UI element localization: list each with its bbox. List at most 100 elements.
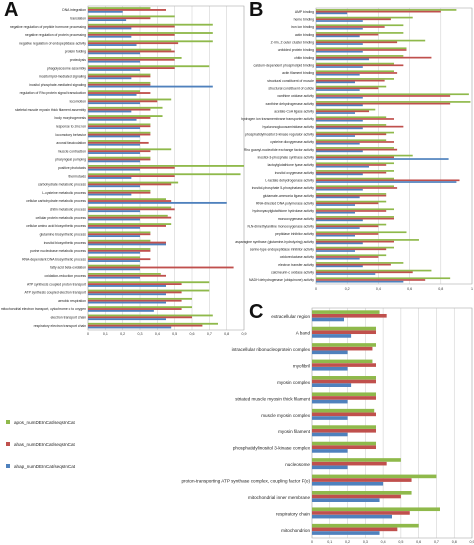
panel-a-bar-apos	[88, 65, 210, 68]
panel-b-bar-ahas	[316, 148, 398, 151]
panel-a-bar-ahas	[88, 225, 166, 227]
panel-a-bar-ahas	[88, 67, 175, 70]
panel-a-bar-apos	[88, 32, 213, 34]
panel-a-category-label: fatty acid beta-oxidation	[50, 266, 86, 270]
panel-a-category-label: negative regulation of protein processin…	[25, 33, 86, 37]
panel-a-bar-apos	[88, 148, 172, 151]
panel-a-category-label: ATP synthesis coupled proton transport	[27, 282, 86, 286]
panel-b-category-label: monooxygenase activity	[278, 217, 314, 221]
panel-b-bar-ahas	[316, 72, 398, 74]
panel-b-bar-ahas	[316, 79, 385, 82]
panel-b-category-label: oxidoreductase activity	[280, 255, 315, 259]
panel-c-category-label: A band	[296, 331, 311, 336]
panel-b-bar-ahas	[316, 202, 379, 205]
panel-b-category-label: glutamate-ammonia ligase activity	[263, 194, 314, 198]
panel-a-bar-apos	[88, 314, 213, 317]
panel-a-category-label: mitochondrial electron transport, cytoch…	[1, 307, 86, 311]
panel-b-bar-ahap	[316, 234, 355, 237]
panel-a-bar-ahas	[88, 9, 166, 11]
panel-b-bar-ahap	[316, 12, 348, 15]
panel-b-bar-ahas	[316, 41, 398, 44]
panel-a-bar-ahap	[88, 243, 166, 246]
panel-c-bar-apos	[312, 458, 401, 462]
panel-c-category-label: mitochondrial inner membrane	[248, 495, 310, 500]
panel-a-bar-apos	[88, 256, 140, 259]
panel-b-bar-apos	[316, 262, 404, 264]
panel-b-bar-ahas	[316, 56, 432, 59]
panel-a-bar-apos	[88, 115, 163, 117]
panel-c-tick-label: 0,9	[470, 540, 474, 544]
panel-a-bar-apos	[88, 223, 172, 225]
panel-a-bar-ahas	[88, 117, 151, 119]
panel-c-category-label: phosphatidylinositol 3-kinase complex	[233, 446, 311, 451]
panel-b-category-label: structural constituent of cuticle	[268, 86, 314, 90]
panel-a-bar-ahap	[88, 35, 132, 38]
panel-a-bar-apos	[88, 289, 210, 292]
panel-b-category-label: hydroxyacylglutathione hydrolase activit…	[253, 209, 315, 213]
panel-c-category-label: respiratory chain	[276, 511, 310, 516]
panel-a-category-label: phagolysosome assembly	[47, 66, 86, 70]
panel-b-category-label: AMP binding	[295, 10, 314, 14]
panel-b-bar-ahap	[316, 135, 355, 137]
panel-a-chart: 0 0,1 0,2 0,3 0,4 0,5 0,6 0,7 0,8 0,9 DNA integrat…	[1, 5, 247, 336]
panel-b-bar-apos	[316, 223, 387, 226]
panel-b-bar-ahap	[316, 89, 360, 91]
panel-a-category-label: locomotion	[70, 100, 87, 104]
panel-a-tick-label: 0,1	[103, 332, 108, 336]
panel-c-category-label: muscle myosin complex	[261, 413, 310, 418]
panel-b-bar-ahap	[316, 265, 363, 268]
panel-b-bar-ahap	[316, 150, 363, 153]
panel-a-bar-ahap	[88, 152, 140, 154]
panel-c-bar-ahas	[312, 379, 376, 384]
panel-a-bar-ahap	[88, 177, 132, 179]
panel-b-bar-apos	[316, 101, 471, 103]
panel-b-bar-ahap	[316, 112, 355, 114]
panel-c-bar-apos	[312, 326, 376, 331]
panel-b-bar-ahap	[316, 257, 360, 260]
panel-b-bar-apos	[316, 139, 387, 142]
panel-c-category-label: striated muscle myosin thick filament	[235, 396, 311, 401]
panel-c-bar-ahap	[312, 498, 380, 503]
panel-a-bar-apos	[88, 165, 244, 167]
panel-b-bar-apos	[316, 254, 387, 257]
panel-b-bar-apos	[316, 55, 404, 57]
panel-a-bar-apos	[88, 156, 151, 159]
panel-a-category-label: respiratory electron transport chain	[34, 324, 87, 328]
panel-c-bar-ahas	[312, 445, 376, 450]
panel-a-bar-apos	[88, 81, 151, 84]
panel-a-bar-apos	[88, 198, 166, 201]
panel-a-category-label: DNA integration	[62, 8, 86, 12]
panel-b-bar-ahas	[316, 164, 387, 166]
panel-a-bar-ahap	[88, 110, 132, 113]
panel-b-category-label: chitin binding	[294, 56, 314, 60]
panel-b-category-label: phosphatidylinositol 3-kinase regulator …	[245, 132, 314, 136]
panel-c-bar-ahas	[312, 412, 376, 417]
panel-c-bar-ahas	[312, 478, 412, 482]
panel-a-bar-ahas	[88, 158, 151, 161]
panel-b-category-label: hyaluronoglucosaminidase activity	[263, 125, 315, 129]
panel-b-bar-ahas	[316, 49, 407, 51]
panel-a-bar-ahas	[88, 166, 175, 169]
panel-b-bar-ahap	[316, 127, 363, 130]
panel-c-tick-label: 0,7	[434, 540, 439, 544]
panel-a-category-label: pharyngeal pumping	[55, 158, 86, 162]
panel-c-bar-apos	[312, 425, 376, 429]
panel-c-bar-ahap	[312, 317, 344, 322]
panel-b-bar-ahas	[316, 279, 426, 281]
panel-b-bar-ahap	[316, 81, 355, 84]
panel-a-bar-ahas	[88, 208, 175, 211]
panel-a-bar-apos	[88, 73, 151, 76]
panel-b-bar-ahas	[316, 233, 379, 235]
panel-a-bar-apos	[88, 48, 172, 51]
panel-a-bar-ahas	[88, 183, 172, 186]
panel-b-category-label: structural constituent of muscle	[267, 79, 314, 83]
panel-a-bar-ahap	[88, 235, 140, 238]
panel-a-bar-ahas	[88, 141, 149, 144]
panel-a-bar-ahas	[88, 108, 151, 111]
panel-a-bar-ahas	[88, 100, 158, 103]
panel-c-bar-ahas	[312, 313, 387, 318]
panel-a-bar-ahas	[88, 175, 175, 178]
panel-b-bar-ahap	[316, 165, 370, 168]
panel-a-bar-ahap	[88, 210, 140, 213]
panel-a-category-label: carbohydrate metabolic process	[38, 183, 86, 187]
